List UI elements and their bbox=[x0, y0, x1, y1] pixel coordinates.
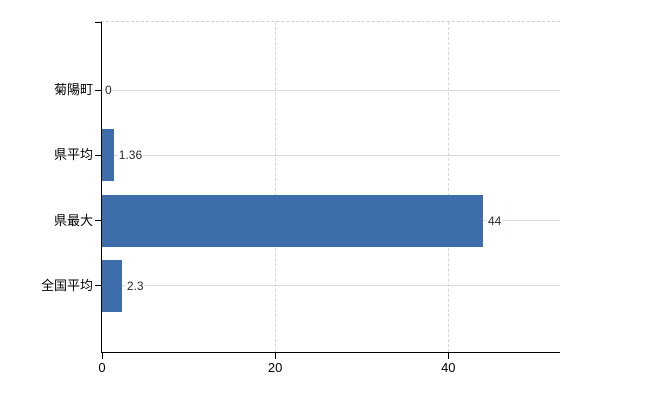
category-label: 県最大 bbox=[53, 212, 93, 228]
category-label: 菊陽町 bbox=[53, 82, 93, 98]
category-gridline bbox=[102, 89, 560, 91]
bar bbox=[102, 129, 114, 182]
bar bbox=[102, 259, 122, 312]
category-label: 県平均 bbox=[53, 147, 93, 163]
bar bbox=[102, 194, 483, 247]
y-axis-tick bbox=[95, 154, 101, 156]
y-axis-tick bbox=[95, 285, 101, 287]
value-label: 0 bbox=[104, 82, 113, 98]
x-gridline bbox=[274, 22, 276, 352]
x-tick-label: 0 bbox=[98, 360, 106, 375]
value-label: 44 bbox=[486, 213, 503, 228]
y-axis-end-tick bbox=[95, 22, 101, 23]
y-axis-tick bbox=[95, 89, 101, 91]
value-label: 1.36 bbox=[117, 148, 144, 163]
x-axis-tick bbox=[274, 353, 276, 359]
x-tick-label: 40 bbox=[441, 360, 456, 375]
x-axis-tick bbox=[101, 353, 103, 359]
plot-area: 0 1.36 44 2.3 bbox=[95, 21, 560, 359]
category-label: 全国平均 bbox=[40, 278, 93, 294]
value-label: 2.3 bbox=[125, 278, 145, 294]
x-axis-tick bbox=[447, 353, 449, 359]
x-tick-label: 20 bbox=[267, 360, 283, 375]
category-gridline bbox=[102, 154, 560, 156]
y-axis-tick bbox=[95, 220, 101, 222]
x-gridline bbox=[447, 22, 449, 352]
category-gridline bbox=[102, 285, 560, 287]
